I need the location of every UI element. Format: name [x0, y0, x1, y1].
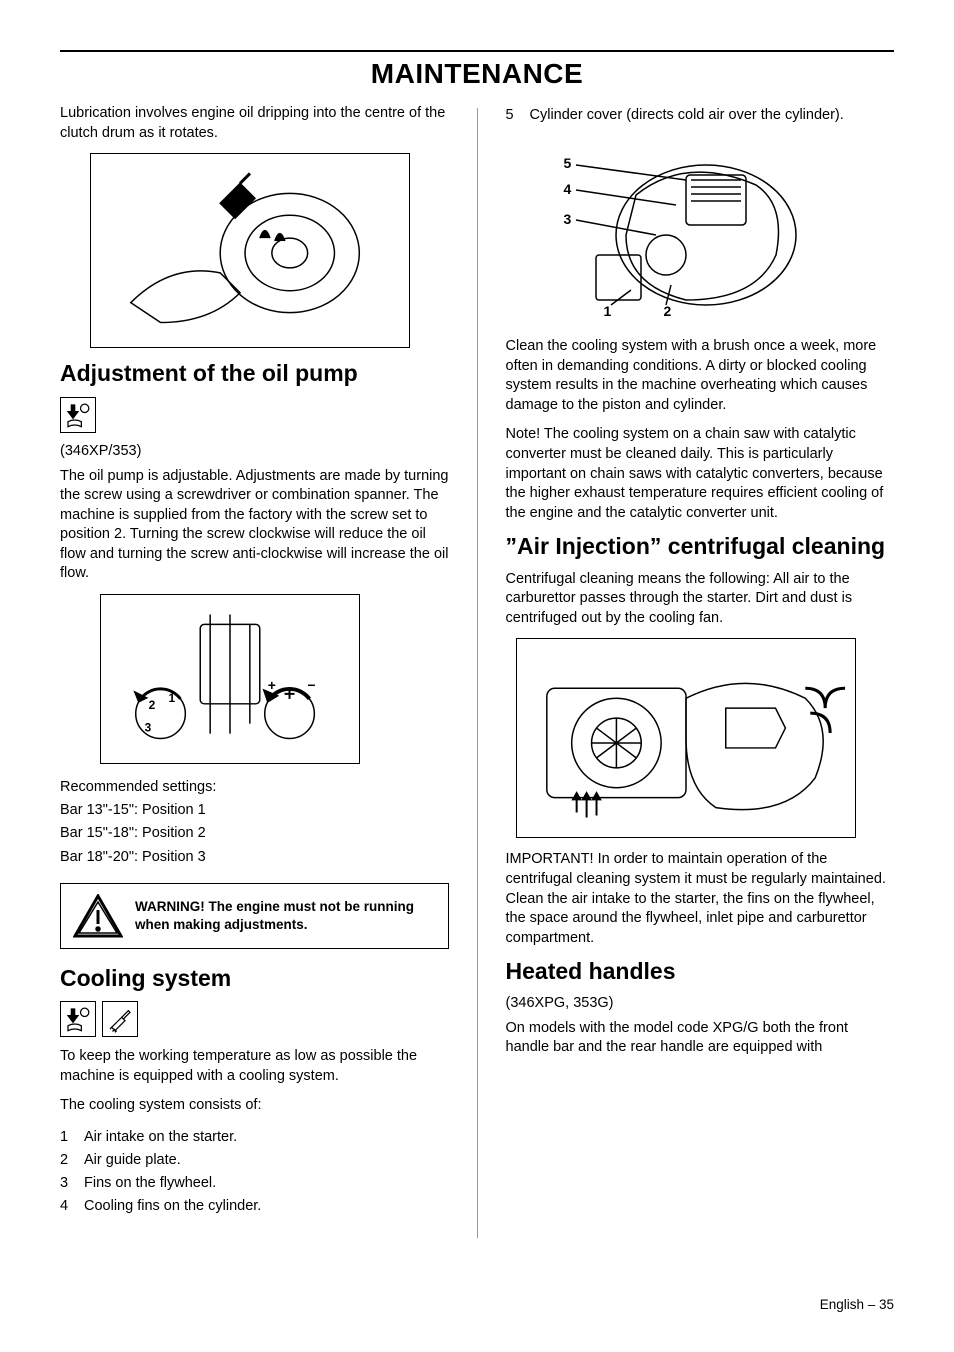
heated-handles-heading: Heated handles: [506, 958, 895, 984]
heated-model: (346XPG, 353G): [506, 995, 895, 1011]
svg-text:1: 1: [168, 691, 175, 705]
cooling-diagram-svg: [536, 135, 816, 325]
oil-pump-adjustment-illustration: 2 1 3 + −: [100, 594, 360, 764]
top-rule: [60, 50, 894, 52]
cooling-item-2: Air guide plate.: [84, 1149, 181, 1172]
list-item: 3Fins on the flywheel.: [60, 1172, 449, 1195]
lubrication-intro: Lubrication involves engine oil dripping…: [60, 104, 449, 143]
list-item: 5Cylinder cover (directs cold air over t…: [506, 104, 895, 127]
cooling-icon-row: [60, 1001, 449, 1037]
air-injection-svg: [517, 638, 855, 838]
svg-text:+: +: [268, 677, 276, 693]
clean-cooling-text: Clean the cooling system with a brush on…: [506, 337, 895, 415]
right-column: 5 Cylinder cover (directs cold air over t…: [506, 104, 895, 1238]
cooling-note: Note! The cooling system on a chain saw …: [506, 425, 895, 523]
list-item: 2Air guide plate.: [60, 1149, 449, 1172]
cooling-intro: To keep the working temperature as low a…: [60, 1047, 449, 1086]
recommended-settings: Recommended settings: Bar 13"-15": Posit…: [60, 776, 449, 869]
two-column-layout: Lubrication involves engine oil dripping…: [60, 104, 894, 1238]
cooling-consists: The cooling system consists of:: [60, 1096, 449, 1116]
air-injection-heading: ”Air Injection” centrifugal cleaning: [506, 533, 895, 559]
svg-text:−: −: [307, 677, 315, 693]
cooling-heading: Cooling system: [60, 965, 449, 991]
setting-3: Bar 18"-20": Position 3: [60, 846, 449, 869]
list-item: 4Cooling fins on the cylinder.: [60, 1195, 449, 1218]
air-injection-important: IMPORTANT! In order to maintain operatio…: [506, 850, 895, 948]
cooling-item-4: Cooling fins on the cylinder.: [84, 1195, 261, 1218]
oil-pump-model: (346XP/353): [60, 443, 449, 459]
cooling-item-1: Air intake on the starter.: [84, 1126, 237, 1149]
diagram-label-3: 3: [564, 211, 572, 227]
cooling-list-cont: 5Cylinder cover (directs cold air over t…: [506, 104, 895, 127]
setting-2: Bar 15"-18": Position 2: [60, 822, 449, 845]
list-item: 1Air intake on the starter.: [60, 1126, 449, 1149]
air-injection-body: Centrifugal cleaning means the following…: [506, 570, 895, 629]
clutch-drum-illustration: [90, 153, 410, 348]
warning-triangle-icon: [73, 894, 123, 938]
diagram-label-5: 5: [564, 155, 572, 171]
diagram-label-2: 2: [664, 303, 672, 319]
heated-body: On models with the model code XPG/G both…: [506, 1019, 895, 1058]
diagram-label-1: 1: [604, 303, 612, 319]
cooling-item-5: Cylinder cover (directs cold air over th…: [530, 104, 844, 127]
cooling-system-diagram: 5 4 3 2 1: [536, 135, 816, 325]
diagram-label-4: 4: [564, 181, 572, 197]
oil-pump-svg: 2 1 3 + −: [101, 594, 359, 764]
svg-text:3: 3: [145, 721, 152, 735]
oil-pump-body: The oil pump is adjustable. Adjustments …: [60, 467, 449, 584]
page-title: MAINTENANCE: [60, 58, 894, 90]
svg-text:2: 2: [149, 698, 156, 712]
rec-label: Recommended settings:: [60, 776, 449, 799]
column-divider: [477, 108, 478, 1238]
cooling-list: 1Air intake on the starter. 2Air guide p…: [60, 1126, 449, 1219]
setting-1: Bar 13"-15": Position 1: [60, 799, 449, 822]
left-column: Lubrication involves engine oil dripping…: [60, 104, 449, 1238]
stop-icon-row: [60, 397, 449, 433]
oil-pump-heading: Adjustment of the oil pump: [60, 360, 449, 386]
page-footer: English – 35: [820, 1297, 894, 1312]
warning-text: WARNING! The engine must not be running …: [135, 898, 436, 933]
arrow-stop-icon: [60, 397, 96, 433]
brush-icon: [102, 1001, 138, 1037]
arrow-stop-icon-2: [60, 1001, 96, 1037]
air-injection-illustration: [516, 638, 856, 838]
cooling-item-3: Fins on the flywheel.: [84, 1172, 216, 1195]
warning-box: WARNING! The engine must not be running …: [60, 883, 449, 949]
clutch-drum-svg: [91, 153, 409, 348]
